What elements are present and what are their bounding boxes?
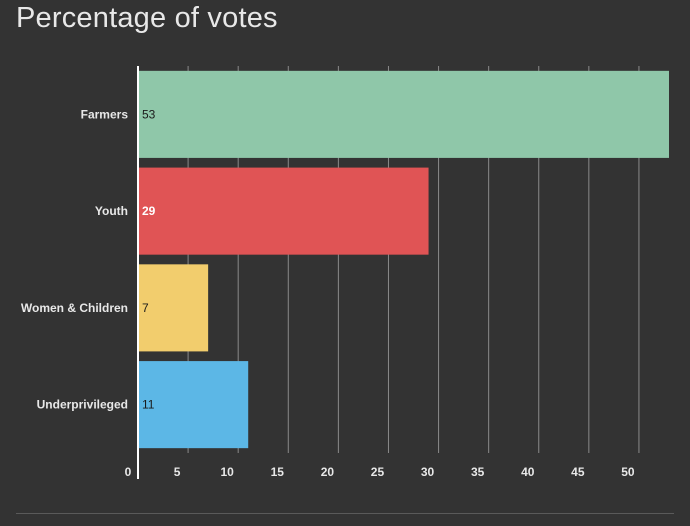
- bar-farmers[interactable]: [138, 70, 669, 158]
- x-tick-label: 40: [521, 465, 535, 479]
- value-label: 11: [142, 398, 155, 412]
- x-tick-label: 10: [221, 465, 235, 479]
- category-label: Farmers: [81, 107, 129, 121]
- x-tick-label: 30: [421, 465, 435, 479]
- value-labels: 53 29 7 11: [142, 107, 156, 411]
- x-tick-labels: 0 5 10 15 20 25 30 35 40 45 50: [125, 465, 635, 479]
- bars: [138, 70, 669, 449]
- x-tick-label: 35: [471, 465, 485, 479]
- value-label: 7: [142, 301, 149, 315]
- category-labels: Farmers Youth Women & Children Underprivile…: [21, 107, 128, 411]
- x-tick-label: 45: [571, 465, 585, 479]
- value-label: 29: [142, 204, 156, 218]
- x-tick-label: 25: [371, 465, 385, 479]
- chart-title: Percentage of votes: [16, 2, 278, 34]
- x-tick-label: 50: [621, 465, 635, 479]
- category-label: Women & Children: [21, 301, 128, 315]
- x-tick-label: 0: [125, 465, 132, 479]
- bar-youth[interactable]: [138, 167, 429, 255]
- bottom-divider: [16, 513, 674, 514]
- x-tick-label: 20: [321, 465, 335, 479]
- bar-underprivileged[interactable]: [138, 361, 249, 449]
- category-label: Underprivileged: [37, 398, 128, 412]
- value-label: 53: [142, 107, 156, 121]
- x-tick-label: 5: [174, 465, 181, 479]
- bar-women-children[interactable]: [138, 264, 209, 352]
- x-tick-label: 15: [271, 465, 285, 479]
- category-label: Youth: [95, 204, 128, 218]
